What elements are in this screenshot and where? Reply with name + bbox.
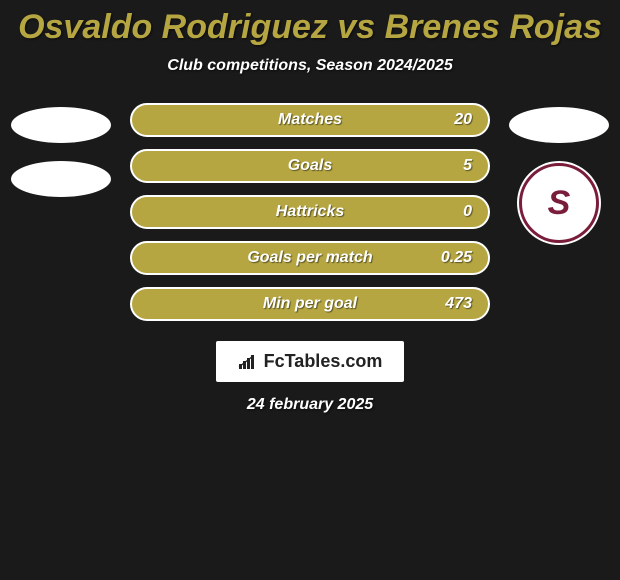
stat-row-min-per-goal: . Min per goal 473 xyxy=(130,287,490,321)
date-text: 24 february 2025 xyxy=(247,396,373,414)
stat-label: Min per goal xyxy=(263,295,357,313)
right-player-column: S xyxy=(504,103,614,245)
stat-label: Goals per match xyxy=(247,249,372,267)
stat-label: Matches xyxy=(278,111,342,129)
stat-row-hattricks: . Hattricks 0 xyxy=(130,195,490,229)
stat-right-value: 5 xyxy=(463,157,472,175)
main-row: . Matches 20 . Goals 5 . Hattricks 0 . G… xyxy=(0,103,620,321)
left-club-badge xyxy=(11,161,111,197)
brand-box[interactable]: FcTables.com xyxy=(216,341,405,382)
right-player-badge xyxy=(509,107,609,143)
footer: FcTables.com 24 february 2025 xyxy=(0,341,620,414)
brand-text: FcTables.com xyxy=(264,351,383,372)
left-player-column xyxy=(6,103,116,197)
stat-row-matches: . Matches 20 xyxy=(130,103,490,137)
stats-list: . Matches 20 . Goals 5 . Hattricks 0 . G… xyxy=(116,103,504,321)
stat-row-goals-per-match: . Goals per match 0.25 xyxy=(130,241,490,275)
club-letter: S xyxy=(548,184,571,223)
comparison-card: Osvaldo Rodriguez vs Brenes Rojas Club c… xyxy=(0,0,620,422)
stat-label: Goals xyxy=(288,157,332,175)
stat-row-goals: . Goals 5 xyxy=(130,149,490,183)
stat-label: Hattricks xyxy=(276,203,344,221)
right-club-badge: S xyxy=(517,161,601,245)
stat-right-value: 473 xyxy=(445,295,472,313)
left-player-badge xyxy=(11,107,111,143)
stat-right-value: 0 xyxy=(463,203,472,221)
subtitle: Club competitions, Season 2024/2025 xyxy=(0,57,620,75)
page-title: Osvaldo Rodriguez vs Brenes Rojas xyxy=(0,8,620,47)
stat-right-value: 0.25 xyxy=(441,249,472,267)
stat-right-value: 20 xyxy=(454,111,472,129)
chart-icon xyxy=(238,354,258,370)
